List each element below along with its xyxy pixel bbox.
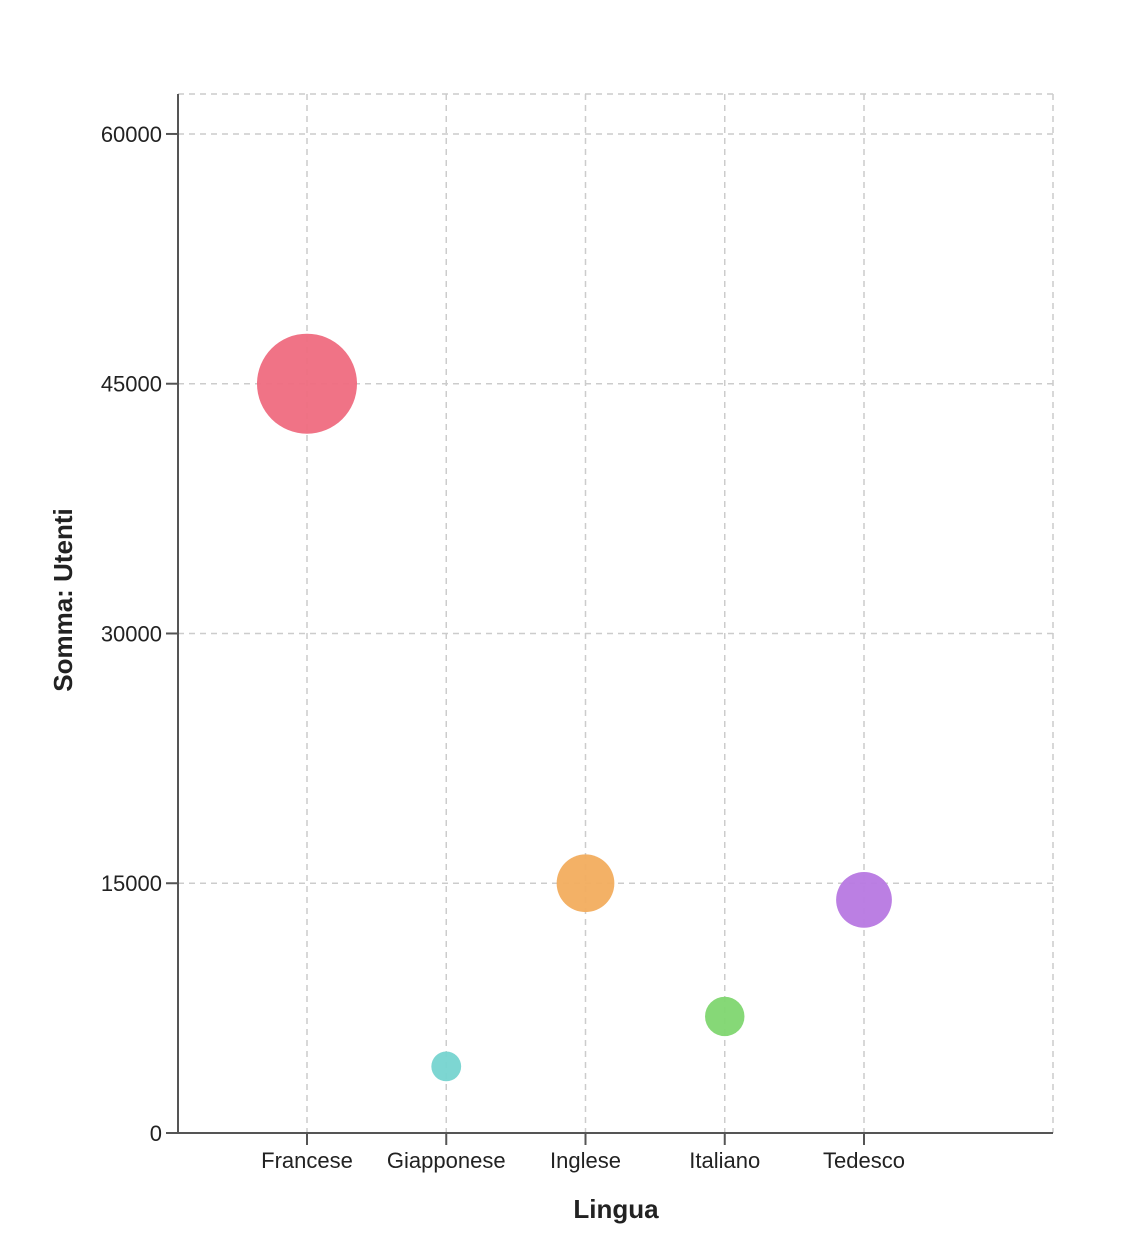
bubble-giapponese (431, 1051, 462, 1082)
bubble-francese (257, 333, 357, 434)
x-tick-label: Italiano (689, 1148, 760, 1173)
y-tick-label: 60000 (101, 122, 162, 147)
bubble-layer (257, 333, 892, 1082)
x-tick-label: Tedesco (823, 1148, 905, 1173)
bubble-inglese (556, 854, 615, 913)
y-axis-title: Somma: Utenti (48, 508, 78, 691)
grid-layer (178, 93, 1054, 1133)
axis-layer (166, 94, 1053, 1145)
y-tick-label: 0 (150, 1121, 162, 1146)
x-tick-label: Inglese (550, 1148, 621, 1173)
y-tick-label: 30000 (101, 621, 162, 646)
bubble-italiano (705, 996, 745, 1037)
bubble-tedesco (836, 872, 892, 928)
x-tick-label: Giapponese (387, 1148, 506, 1173)
y-tick-label: 15000 (101, 871, 162, 896)
x-axis-title: Lingua (573, 1194, 659, 1224)
x-tick-label: Francese (261, 1148, 353, 1173)
label-layer: 0 15000 30000 45000 60000 Francese Giapponese I… (101, 122, 905, 1173)
y-tick-label: 45000 (101, 372, 162, 397)
